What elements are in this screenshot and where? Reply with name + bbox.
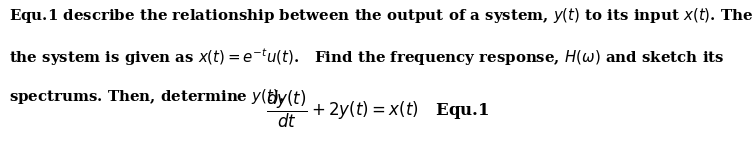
Text: $\dfrac{dy(t)}{dt} + 2y(t) = x(t)$   Equ.1: $\dfrac{dy(t)}{dt} + 2y(t) = x(t)$ Equ.1 (266, 89, 490, 130)
Text: the system is given as $x(t) = e^{-t}u(t)$.   Find the frequency response, $H(\o: the system is given as $x(t) = e^{-t}u(t… (9, 46, 724, 68)
Text: spectrums. Then, determine $y(t)$.: spectrums. Then, determine $y(t)$. (9, 87, 284, 106)
Text: Equ.1 describe the relationship between the output of a system, $y(t)$ to its in: Equ.1 describe the relationship between … (9, 6, 756, 25)
